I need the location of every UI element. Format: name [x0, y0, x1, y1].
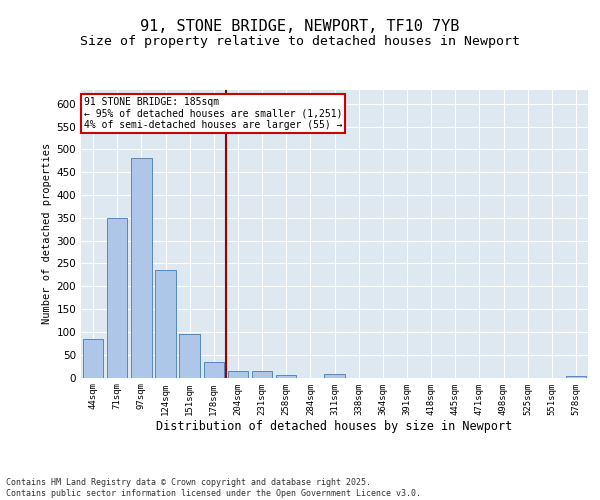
Bar — [131, 158, 152, 378]
Bar — [324, 374, 345, 378]
Bar — [227, 370, 248, 378]
Bar — [252, 370, 272, 378]
Text: Contains HM Land Registry data © Crown copyright and database right 2025.
Contai: Contains HM Land Registry data © Crown c… — [6, 478, 421, 498]
Text: 91, STONE BRIDGE, NEWPORT, TF10 7YB: 91, STONE BRIDGE, NEWPORT, TF10 7YB — [140, 19, 460, 34]
Bar — [155, 270, 176, 378]
Y-axis label: Number of detached properties: Number of detached properties — [42, 143, 52, 324]
Bar — [203, 362, 224, 378]
Bar — [276, 375, 296, 378]
X-axis label: Distribution of detached houses by size in Newport: Distribution of detached houses by size … — [157, 420, 512, 433]
Text: Size of property relative to detached houses in Newport: Size of property relative to detached ho… — [80, 35, 520, 48]
Bar — [566, 376, 586, 378]
Bar — [83, 338, 103, 378]
Text: 91 STONE BRIDGE: 185sqm
← 95% of detached houses are smaller (1,251)
4% of semi-: 91 STONE BRIDGE: 185sqm ← 95% of detache… — [83, 97, 342, 130]
Bar — [179, 334, 200, 378]
Bar — [107, 218, 127, 378]
